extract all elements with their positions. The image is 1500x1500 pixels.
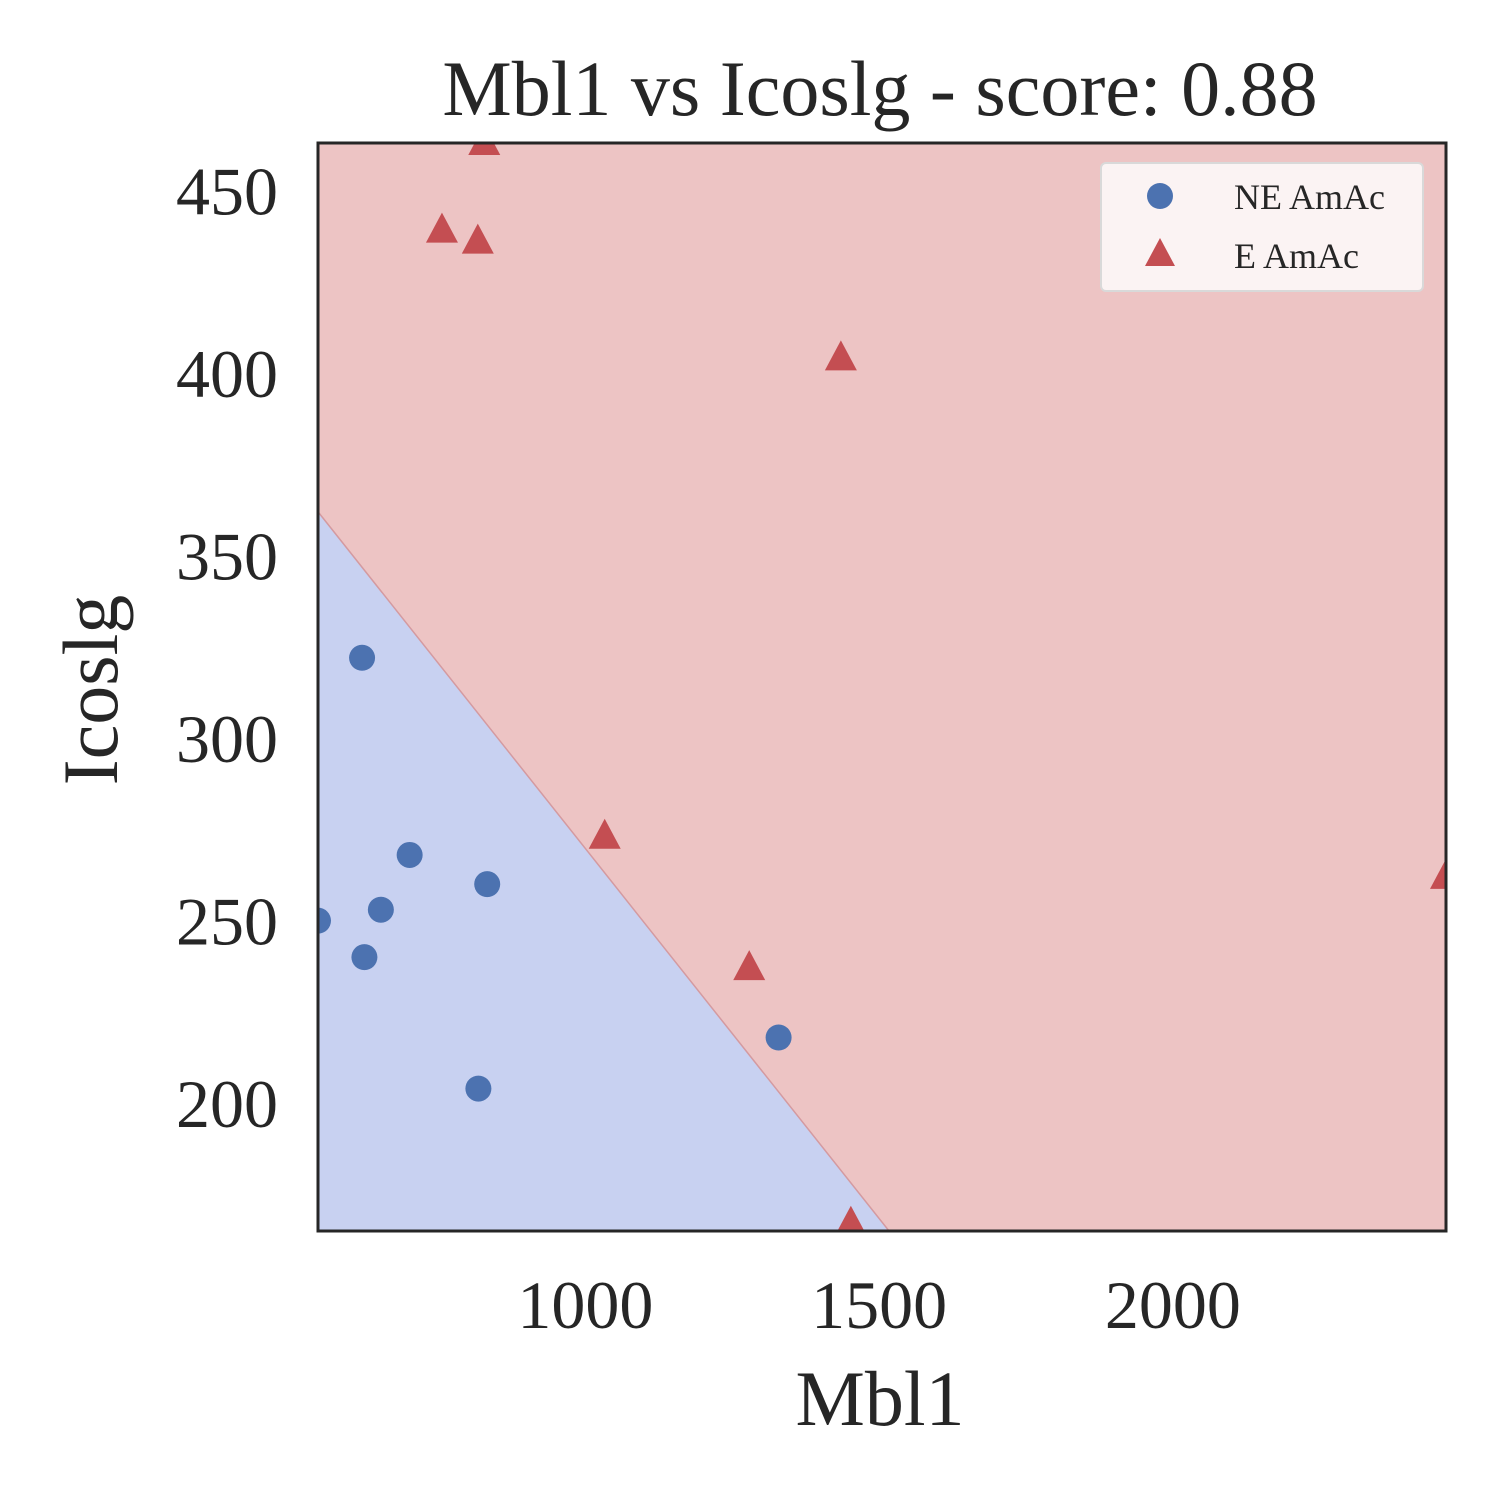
point-e-amac-1	[461, 223, 494, 254]
x-tick-1500: 1500	[811, 1267, 947, 1343]
point-ne-amac-2	[351, 944, 378, 971]
y-tick-300: 300	[176, 701, 278, 777]
point-e-amac-0	[425, 212, 458, 243]
decision-regions	[318, 143, 1446, 1231]
region-ne-amac	[318, 511, 890, 1231]
point-e-amac-6	[837, 1205, 865, 1231]
point-ne-amac-3	[367, 896, 394, 923]
point-e-amac-7	[1430, 858, 1446, 889]
x-tick-labels: 1000 1500 2000	[517, 1267, 1241, 1343]
region-e-amac	[318, 143, 1446, 1231]
point-ne-amac-7	[765, 1024, 792, 1051]
legend-label-ne-amac: NE AmAc	[1234, 177, 1385, 217]
legend: NE AmAc E AmAc	[1100, 162, 1424, 292]
data-points	[318, 143, 1446, 1231]
y-tick-250: 250	[176, 884, 278, 960]
y-axis-label: Icoslg	[47, 595, 134, 786]
point-e-amac-4	[733, 950, 766, 981]
x-tick-2000: 2000	[1105, 1267, 1241, 1343]
x-axis-label: Mbl1	[795, 1355, 964, 1442]
legend-label-e-amac: E AmAc	[1234, 236, 1359, 276]
y-tick-labels: 200 250 300 350 400 450	[176, 153, 278, 1142]
chart-title: Mbl1 vs Icoslg - score: 0.88	[442, 45, 1317, 132]
point-e-amac-3	[588, 818, 621, 849]
point-ne-amac-6	[474, 871, 501, 898]
point-ne-amac-0	[318, 907, 331, 934]
point-ne-amac-1	[349, 644, 376, 671]
legend-box	[1100, 162, 1424, 292]
point-e-amac-5	[824, 340, 857, 371]
y-tick-450: 450	[176, 153, 278, 229]
plot-frame	[316, 141, 1448, 1233]
y-tick-400: 400	[176, 336, 278, 412]
point-ne-amac-4	[396, 841, 423, 868]
x-tick-1000: 1000	[517, 1267, 653, 1343]
y-tick-350: 350	[176, 519, 278, 595]
legend-marker-e-amac	[1145, 238, 1175, 266]
y-tick-200: 200	[176, 1066, 278, 1142]
point-ne-amac-5	[465, 1075, 492, 1102]
point-e-amac-2	[468, 143, 501, 155]
legend-marker-ne-amac	[1147, 183, 1173, 209]
decision-boundary-line	[318, 511, 890, 1231]
